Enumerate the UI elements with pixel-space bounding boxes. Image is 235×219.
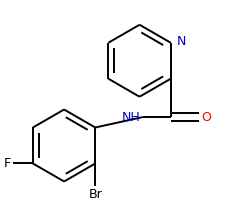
Text: Br: Br bbox=[88, 188, 102, 201]
Text: NH: NH bbox=[122, 111, 141, 124]
Text: N: N bbox=[176, 35, 186, 48]
Text: O: O bbox=[201, 111, 211, 124]
Text: F: F bbox=[4, 157, 11, 170]
